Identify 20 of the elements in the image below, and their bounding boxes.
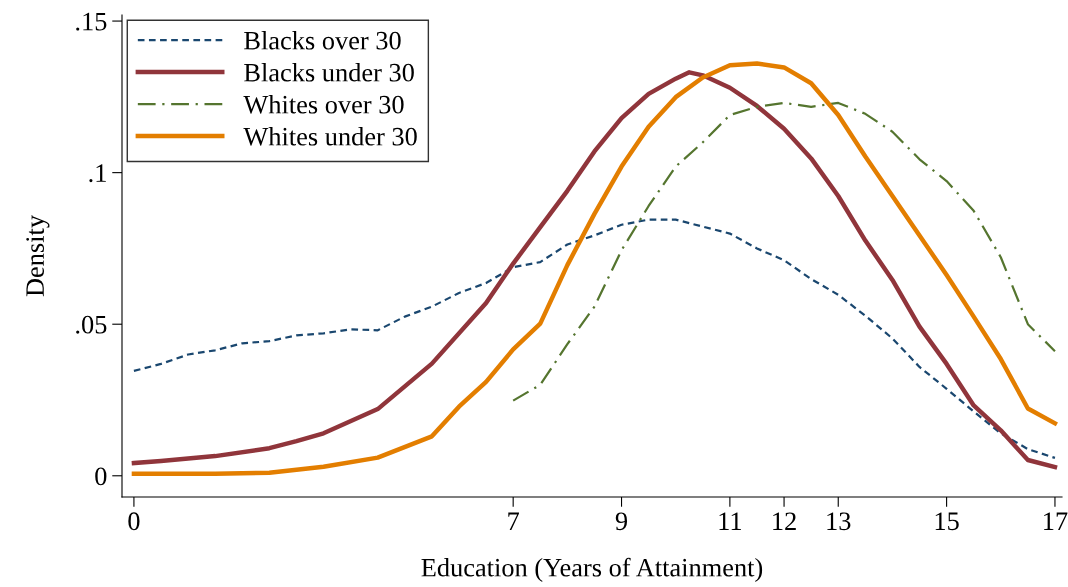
legend-label: Whites under 30 [243, 127, 417, 146]
line-series [132, 218, 1057, 459]
legend-label: Blacks under 30 [244, 63, 414, 82]
y-tick-label: 0 [95, 467, 107, 486]
x-tick-label: 13 [827, 512, 851, 531]
line-series [512, 101, 1057, 402]
y-tick-label: .15 [76, 12, 107, 31]
x-tick-label: 12 [773, 512, 796, 530]
legend-label: Whites over 30 [243, 95, 404, 114]
x-tick-label: 7 [508, 512, 520, 530]
legend-label: Blacks over 30 [244, 30, 401, 50]
y-axis-title: Density [26, 215, 50, 297]
x-axis-title: Education (Years of Attainment) [421, 557, 763, 582]
y-tick-label: .05 [76, 315, 107, 334]
x-tick-label: 0 [128, 512, 140, 531]
x-tick-label: 11 [719, 512, 741, 530]
x-tick-label: 9 [615, 512, 628, 531]
x-tick-label: 15 [935, 512, 959, 531]
x-tick-label: 17 [1044, 512, 1068, 530]
y-tick-label: .1 [89, 164, 106, 183]
